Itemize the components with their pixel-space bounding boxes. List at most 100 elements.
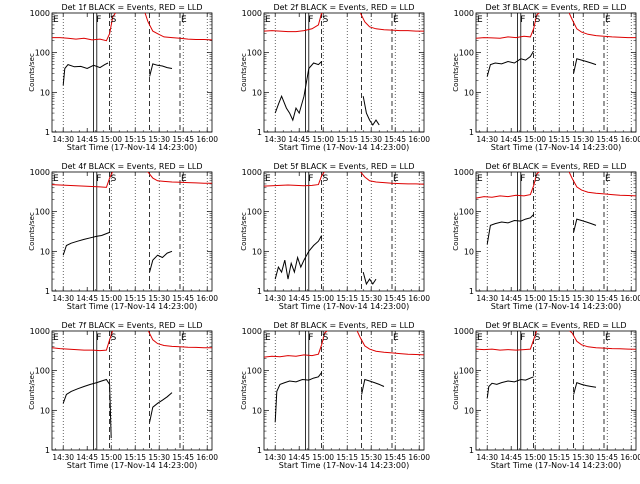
x-tick-label: 15:00: [312, 453, 334, 462]
y-tick-label: 1000: [454, 168, 474, 177]
x-tick-label: 15:00: [524, 453, 546, 462]
panel-det-6: Det 6f BLACK = Events, RED = LLD 1 10 100 10…: [452, 162, 640, 311]
plot-data: [264, 172, 424, 286]
plot-data: [476, 172, 636, 245]
x-tick-label: 15:00: [100, 135, 122, 144]
x-tick-label: 14:45: [500, 135, 522, 144]
y-tick-label: 1: [469, 446, 474, 455]
y-axis-label: Counts/sec: [28, 212, 36, 251]
y-tick-label: 1: [469, 128, 474, 137]
series-lld-line: [145, 172, 212, 184]
x-tick-label: 15:15: [124, 453, 146, 462]
y-tick-label: 100: [247, 367, 262, 376]
x-tick-label: 16:00: [620, 135, 640, 144]
series-lld-line: [264, 13, 324, 33]
series-lld-line: [52, 331, 114, 352]
x-tick-label: 15:45: [384, 294, 406, 303]
y-tick-label: 1: [45, 287, 50, 296]
x-tick-label: 15:15: [548, 135, 570, 144]
series-events-line: [62, 62, 109, 86]
marker-s-label: S: [323, 333, 329, 343]
panel-title: Det 1f BLACK = Events, RED = LLD: [61, 3, 202, 12]
marker-f-label: F: [96, 174, 101, 184]
y-tick-label: 100: [35, 367, 50, 376]
y-tick-label: 1: [45, 446, 50, 455]
marker-s-label: S: [535, 333, 541, 343]
x-tick-label: 15:00: [524, 135, 546, 144]
marker-e-label: E: [605, 15, 611, 25]
y-tick-label: 1: [257, 446, 262, 455]
panel-det-2: Det 2f BLACK = Events, RED = LLD 1 10 100 10…: [240, 3, 430, 152]
series-lld-line: [52, 13, 117, 42]
marker-f-label: F: [96, 15, 101, 25]
series-lld-line: [476, 331, 538, 351]
x-tick-label: 15:45: [596, 135, 618, 144]
plot-data: [52, 13, 212, 86]
y-tick-label: 10: [464, 406, 474, 415]
marker-e-label: E: [53, 174, 59, 184]
plot-frame: [263, 12, 425, 133]
y-axis-label: Counts/sec: [28, 371, 36, 410]
y-tick-label: 10: [252, 406, 262, 415]
x-tick-label: 14:30: [476, 453, 498, 462]
panel-title: Det 5f BLACK = Events, RED = LLD: [273, 162, 414, 171]
marker-f-label: F: [520, 174, 525, 184]
marker-s-label: S: [111, 15, 117, 25]
plot-data: [52, 172, 212, 273]
x-tick-label: 15:15: [124, 294, 146, 303]
series-lld-line: [52, 172, 113, 188]
series-lld-line: [264, 331, 328, 358]
x-tick-label: 14:45: [288, 135, 310, 144]
y-tick-label: 10: [40, 88, 50, 97]
x-tick-label: 16:00: [196, 294, 218, 303]
marker-e-label: E: [477, 174, 483, 184]
marker-s-label: S: [111, 333, 117, 343]
plot-frame: [263, 330, 425, 451]
x-tick-label: 15:30: [572, 294, 594, 303]
marker-f-label: F: [520, 15, 525, 25]
y-tick-label: 1000: [30, 168, 50, 177]
panel-det-5: Det 5f BLACK = Events, RED = LLD 1 10 100 10…: [240, 162, 430, 311]
x-axis-label: Start Time (17-Nov-14 14:23:00): [67, 143, 197, 152]
plot-frame: [263, 171, 425, 292]
series-events-line: [573, 218, 597, 233]
y-tick-label: 1000: [30, 327, 50, 336]
x-tick-label: 14:30: [264, 135, 286, 144]
series-events-line: [361, 378, 385, 395]
x-tick-label: 14:45: [76, 294, 98, 303]
series-events-line: [149, 392, 173, 423]
x-axis-label: Start Time (17-Nov-14 14:23:00): [67, 461, 197, 470]
y-tick-label: 1: [257, 128, 262, 137]
y-tick-label: 1000: [30, 9, 50, 18]
marker-s-label: S: [323, 174, 329, 184]
x-tick-label: 15:00: [100, 453, 122, 462]
plot-data: [264, 331, 424, 423]
x-tick-label: 14:30: [476, 294, 498, 303]
marker-e-label: E: [477, 15, 483, 25]
x-tick-label: 16:00: [408, 135, 430, 144]
y-tick-label: 1000: [454, 9, 474, 18]
x-tick-label: 14:45: [76, 135, 98, 144]
plot-data: [476, 13, 636, 77]
marker-e-label: E: [605, 174, 611, 184]
marker-e-label: E: [181, 333, 187, 343]
x-tick-label: 15:30: [148, 453, 170, 462]
x-axis-label: Start Time (17-Nov-14 14:23:00): [491, 302, 621, 311]
x-tick-label: 15:15: [548, 453, 570, 462]
y-axis-label: Counts/sec: [240, 212, 248, 251]
plot-data: [264, 13, 424, 126]
marker-s-label: S: [535, 15, 541, 25]
series-events-line: [486, 214, 534, 245]
x-tick-label: 14:30: [264, 453, 286, 462]
plot-frame: [51, 12, 213, 133]
x-tick-label: 16:00: [196, 135, 218, 144]
y-tick-label: 100: [247, 49, 262, 58]
panel-det-9: Det 9f BLACK = Events, RED = LLD 1 10 100 10…: [452, 321, 640, 470]
x-tick-label: 15:00: [524, 294, 546, 303]
panel-det-8: Det 8f BLACK = Events, RED = LLD 1 10 100 10…: [240, 321, 430, 470]
y-tick-label: 10: [464, 247, 474, 256]
plot-frame: [475, 171, 637, 292]
x-tick-label: 14:30: [52, 294, 74, 303]
y-tick-label: 100: [459, 208, 474, 217]
series-events-line: [486, 50, 535, 77]
